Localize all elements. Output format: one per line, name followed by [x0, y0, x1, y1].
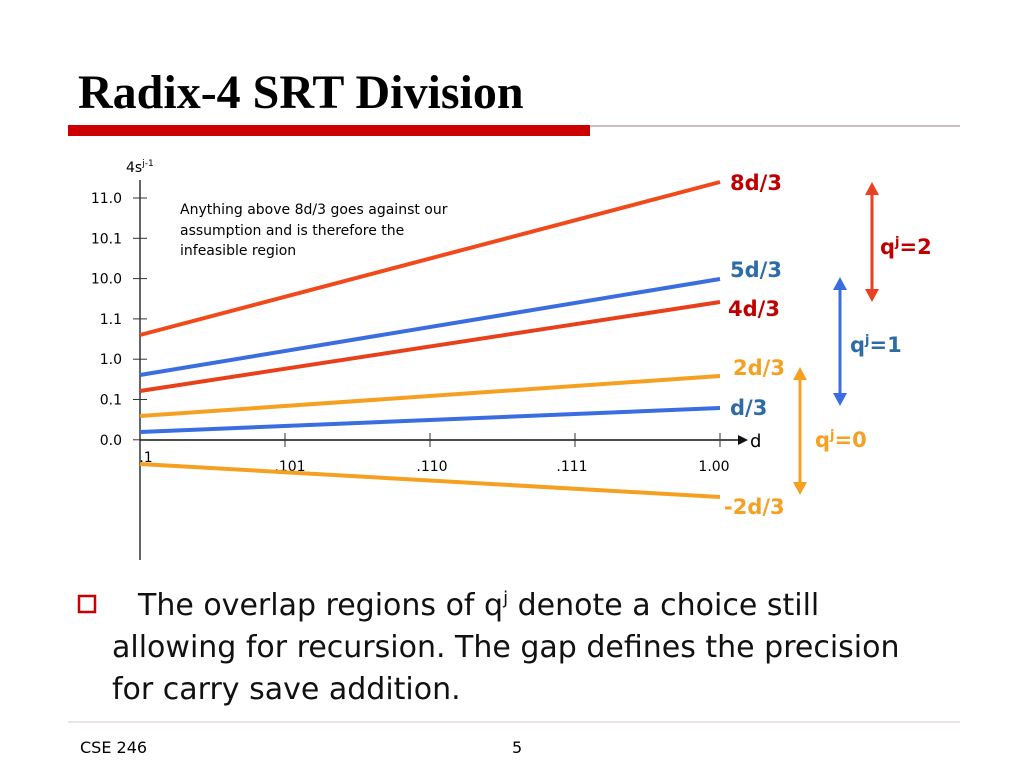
x-tick-label: .111: [556, 459, 587, 475]
arrowhead: [793, 482, 807, 495]
sup: j: [864, 333, 869, 348]
page-number: 5: [512, 738, 522, 757]
y-axis-label-text: 4s: [126, 160, 142, 176]
rest: =2: [900, 235, 932, 259]
text: denote a choice still allowing for recur…: [112, 588, 900, 707]
sup: j: [894, 235, 899, 250]
y-tick-label: 1.0: [100, 352, 122, 368]
bullet-text: The overlap regions of qj denote a choic…: [112, 585, 942, 711]
arrowhead: [793, 367, 807, 380]
footer-left: CSE 246: [80, 738, 147, 757]
annotation-line: infeasible region: [180, 243, 296, 259]
rest: =1: [870, 333, 902, 357]
annotation: Anything above 8d/3 goes against our ass…: [180, 202, 448, 259]
annotation-line: Anything above 8d/3 goes against our: [180, 202, 448, 218]
q: q: [815, 428, 830, 452]
x-tick-label: .1: [139, 450, 152, 466]
title-bar: [68, 125, 590, 136]
region-label: qj=0: [815, 428, 867, 452]
y-tick-label: 11.0: [91, 191, 122, 207]
line-label: 5d/3: [730, 258, 782, 282]
x-axis-label: d: [750, 431, 761, 452]
line-label: 8d/3: [730, 171, 782, 195]
arrowhead: [865, 182, 879, 195]
sup: j: [829, 428, 834, 443]
rest: =0: [835, 428, 867, 452]
y-tick-label: 10.1: [91, 231, 122, 247]
y-tick-label: 10.0: [91, 272, 122, 288]
text: The overlap regions of q: [138, 588, 504, 623]
title: Radix-4 SRT Division: [78, 66, 524, 119]
x-tick-label: 1.00: [698, 459, 729, 475]
sup: j: [503, 588, 509, 609]
annotation-line: assumption and is therefore the: [180, 223, 404, 239]
y-tick-label: 0.0: [100, 433, 122, 449]
arrowhead: [833, 277, 847, 290]
line-2d3: [139, 374, 721, 418]
line-4d3: [139, 300, 721, 393]
q: q: [850, 333, 865, 357]
y-tick-label: 0.1: [100, 393, 122, 409]
line-label: 4d/3: [728, 297, 780, 321]
region-label: qj=1: [850, 333, 902, 357]
arrowhead: [865, 289, 879, 302]
x-tick-label: .110: [416, 459, 447, 475]
y-tick-label: 1.1: [100, 312, 122, 328]
x-axis-arrow: [738, 435, 748, 445]
line-5d3: [139, 277, 721, 377]
line-label: d/3: [730, 396, 767, 420]
region-label: qj=2: [880, 235, 932, 259]
q: q: [880, 235, 895, 259]
y-axis-sup: j-1: [141, 159, 153, 169]
arrowhead: [833, 393, 847, 406]
line-label: 2d/3: [733, 356, 785, 380]
bullet-icon: [77, 594, 97, 614]
line-neg2d3: [139, 462, 721, 499]
y-axis-label: 4sj-1: [126, 159, 154, 176]
line-8d3: [139, 180, 721, 337]
line-label: -2d/3: [724, 495, 785, 519]
line-d3: [139, 406, 721, 434]
